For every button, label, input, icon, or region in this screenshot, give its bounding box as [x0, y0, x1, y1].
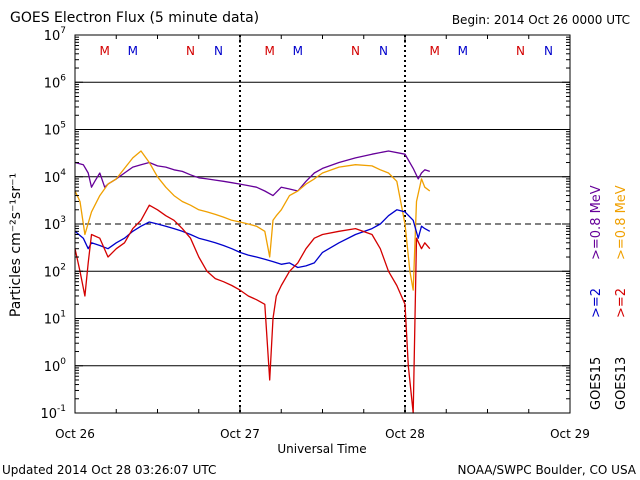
marker-label: N	[214, 44, 223, 58]
marker-label: M	[458, 44, 468, 58]
x-axis-ticks: Oct 26 Oct 27 Oct 28 Oct 29	[55, 35, 590, 441]
series-line-goes13-0-8-mev	[74, 150, 431, 291]
x-tick-label: Oct 27	[220, 427, 260, 441]
legend-goes15-08mev: >=0.8 MeV	[589, 185, 604, 260]
marker-label: N	[351, 44, 360, 58]
legend: GOES15 GOES13 >=2 >=0.8 MeV >=2 >=0.8 Me…	[589, 185, 629, 410]
x-tick-label: Oct 26	[55, 427, 95, 441]
y-axis-title: Particles cm⁻²s⁻¹sr⁻¹	[8, 173, 24, 317]
marker-label: N	[516, 44, 525, 58]
marker-label: M	[430, 44, 440, 58]
legend-goes13-2mev: >=2	[614, 288, 629, 318]
y-tick-label: 107	[44, 26, 66, 44]
plot-frame	[74, 34, 571, 414]
x-tick-label: Oct 29	[550, 427, 590, 441]
legend-goes13-label: GOES13	[614, 357, 629, 410]
series-line-goes15-2-mev	[74, 209, 431, 269]
legend-goes15-label: GOES15	[589, 357, 604, 410]
marker-label: M	[100, 44, 110, 58]
y-tick-label: 10-1	[40, 404, 66, 422]
x-tick-label: Oct 28	[385, 427, 425, 441]
marker-label: M	[128, 44, 138, 58]
x-axis-title: Universal Time	[277, 442, 366, 456]
y-tick-label: 100	[44, 357, 67, 375]
updated-timestamp: Updated 2014 Oct 28 03:26:07 UTC	[2, 463, 216, 477]
marker-label: N	[544, 44, 553, 58]
begin-time-label: Begin: 2014 Oct 26 0000 UTC	[452, 13, 630, 27]
marker-label: N	[379, 44, 388, 58]
marker-label: M	[293, 44, 303, 58]
legend-goes13-08mev: >=0.8 MeV	[614, 185, 629, 260]
data-series	[74, 150, 431, 414]
y-tick-label: 103	[44, 215, 66, 233]
legend-goes15-2mev: >=2	[589, 288, 604, 318]
y-tick-label: 106	[44, 73, 67, 91]
y-axis-ticks: 10-1 100 101 102 103 104 105 106 107	[40, 26, 570, 422]
y-tick-label: 101	[44, 310, 66, 328]
marker-label: N	[186, 44, 195, 58]
source-label: NOAA/SWPC Boulder, CO USA	[458, 463, 637, 477]
chart-title: GOES Electron Flux (5 minute data)	[10, 10, 259, 26]
series-line-goes13-2-mev	[74, 204, 431, 414]
y-tick-label: 102	[44, 262, 66, 280]
y-tick-label: 104	[44, 168, 67, 186]
marker-label: M	[265, 44, 275, 58]
y-tick-label: 105	[44, 121, 66, 139]
